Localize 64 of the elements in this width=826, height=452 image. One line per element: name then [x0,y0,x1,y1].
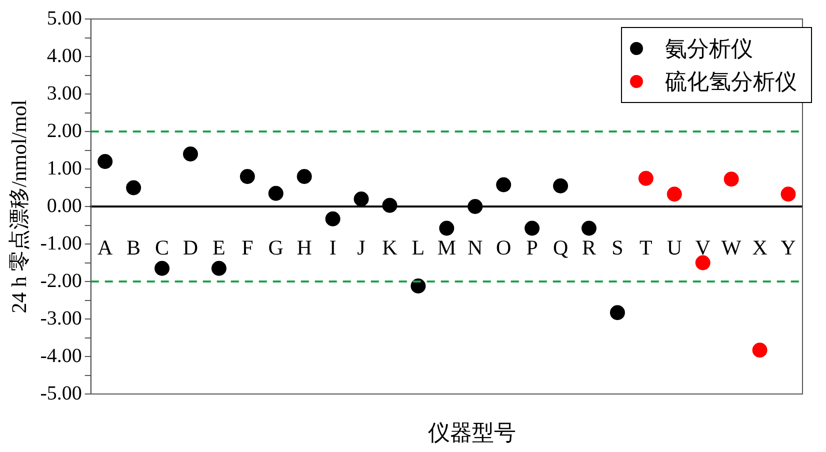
y-tick-label: 3.00 [46,82,82,104]
point [211,260,226,276]
x-tick-label: A [98,236,114,260]
x-tick-label: V [695,236,710,260]
x-tick-label: B [126,236,141,260]
x-tick-label: J [357,236,366,260]
point [695,255,710,270]
y-tick-label: -1.00 [40,232,82,254]
point [268,186,284,201]
x-tick-label: R [582,236,596,260]
point [154,260,170,276]
x-tick-label: P [526,236,538,260]
y-tick-label: -5.00 [40,382,82,404]
x-tick-label: L [412,236,425,260]
x-tick-label: G [268,236,284,260]
point [240,169,255,184]
y-tick-label: 4.00 [46,44,82,67]
point [780,186,796,202]
point [582,220,596,236]
point [296,169,312,184]
y-tick-label: 0.00 [46,194,82,217]
point [666,186,682,202]
y-axis-title: 24 h 零点漂移/nmol/mol [7,100,32,314]
point [325,211,340,226]
y-tick-label: -3.00 [40,307,82,330]
y-tick-label: 5.00 [46,7,82,30]
x-axis-title: 仪器型号 [427,419,517,447]
x-tick-label: N [468,236,483,260]
y-tick-label: 1.00 [46,157,82,180]
point [468,199,483,214]
legend-label: 硫化氢分析仪 [665,68,797,96]
x-tick-label: T [640,236,653,260]
point [439,220,454,236]
x-tick-label: C [155,236,170,260]
x-tick-label: S [612,236,624,260]
x-tick-label: O [496,236,512,260]
x-tick-label: Y [780,236,796,260]
y-tick-label: -2.00 [40,270,82,292]
point [126,180,142,196]
x-tick-label: I [329,236,336,260]
x-tick-label: W [721,236,742,260]
point [496,177,512,192]
x-tick-label: F [242,236,254,260]
y-tick-label: -4.00 [40,344,82,367]
point [553,178,568,194]
point [638,170,654,186]
x-tick-label: D [182,236,198,260]
x-tick-label: H [296,236,312,260]
point [724,172,739,187]
point [524,220,540,236]
legend-label: 氨分析仪 [665,35,753,63]
point [752,342,768,358]
point [98,154,113,169]
point [182,146,198,162]
point [610,305,625,320]
point [354,192,369,206]
x-tick-label: K [382,236,398,260]
x-tick-label: Q [552,236,568,260]
y-tick-label: 2.00 [46,120,82,142]
x-tick-label: X [752,236,768,260]
point [382,198,398,213]
x-tick-label: M [437,236,456,260]
x-tick-label: E [212,236,226,260]
x-tick-label: U [666,236,682,260]
